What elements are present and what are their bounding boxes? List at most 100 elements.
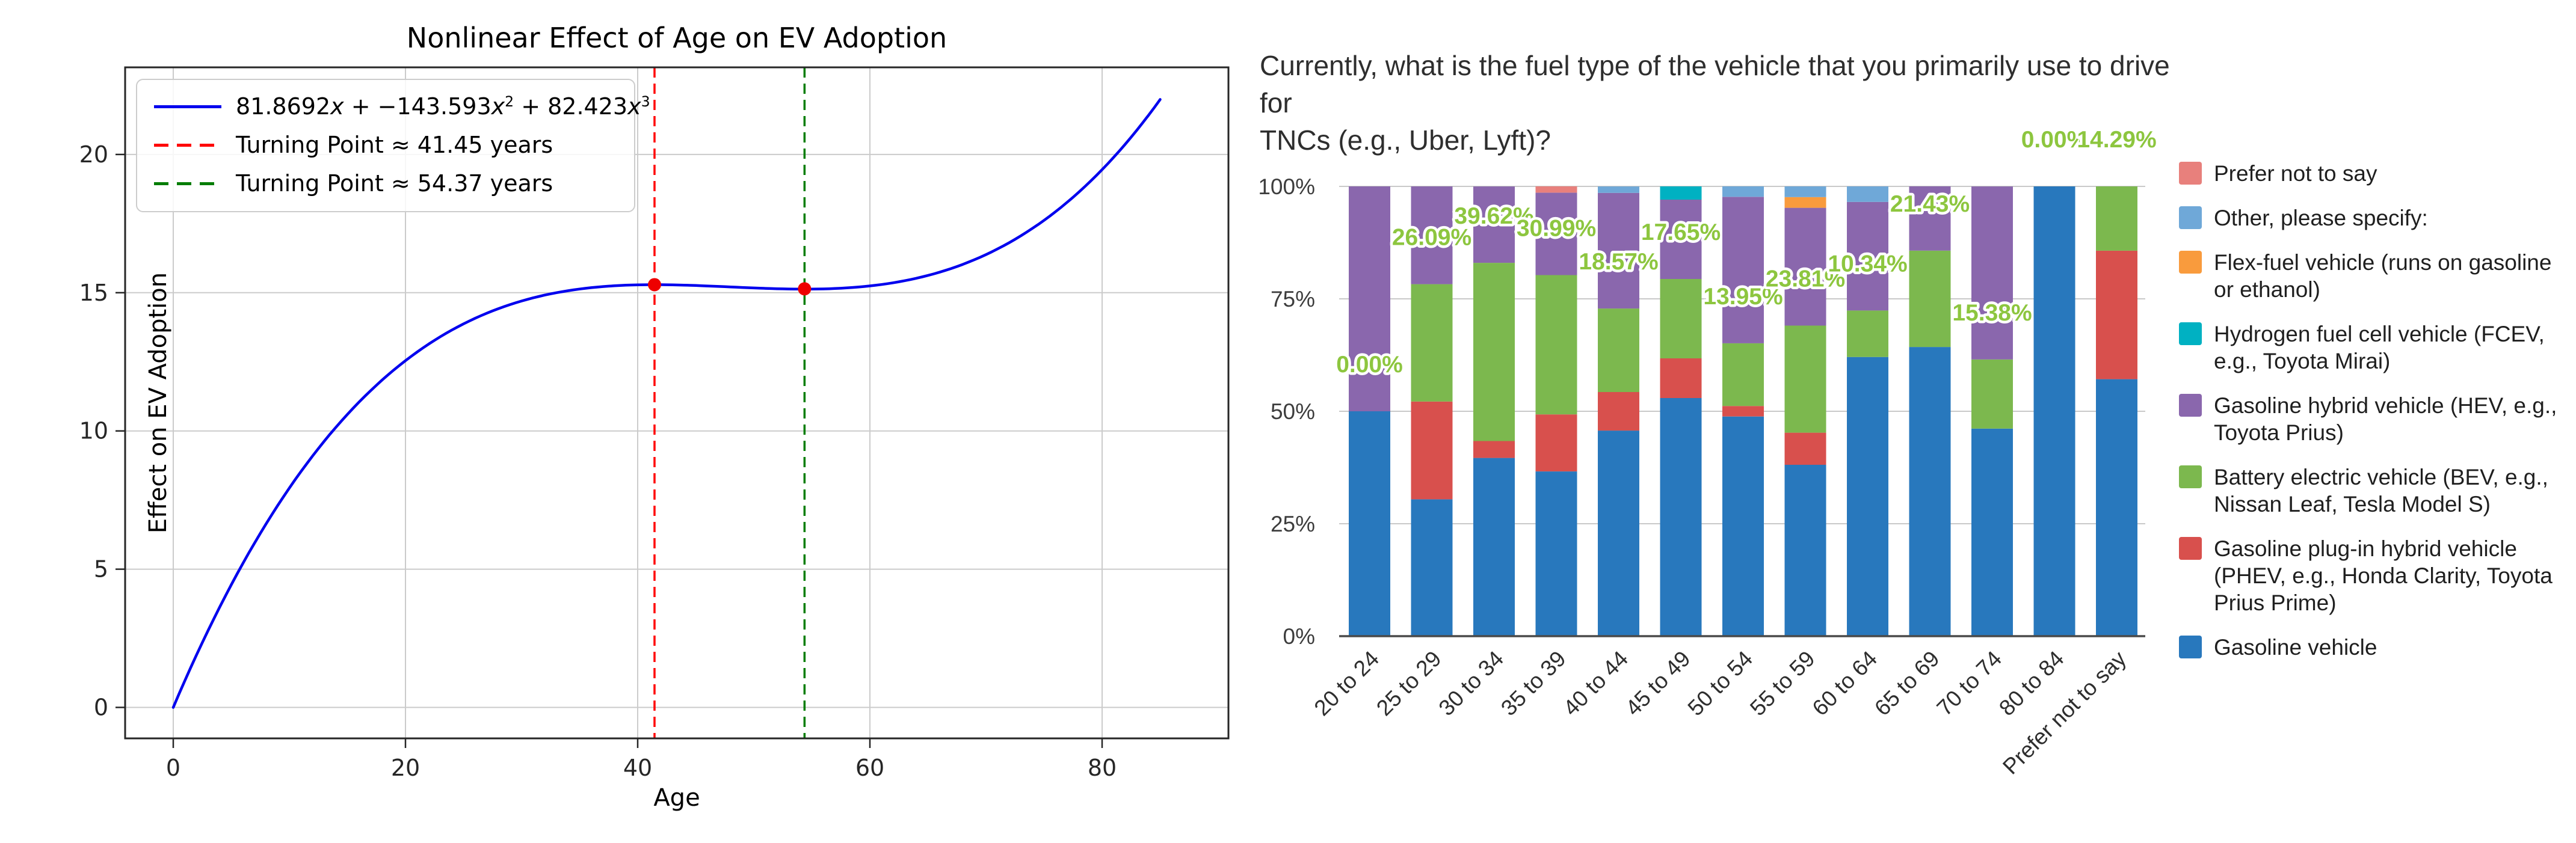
bar-segment-battery: [1722, 343, 1764, 406]
bar-segment-gasoline: [1349, 411, 1390, 636]
legend-swatch-icon: [2179, 537, 2202, 560]
bar-chart-title: Currently, what is the fuel type of the …: [1260, 47, 2174, 159]
bev-percentage-label: 10.34%: [1828, 251, 1907, 277]
legend-swatch-icon: [2179, 465, 2202, 488]
red-dashed-sample-icon: [154, 143, 221, 147]
bar-segment-battery: [1411, 284, 1453, 402]
bar-segment-hydrogen: [1660, 186, 1702, 200]
left-plot-border: [124, 66, 1230, 740]
bar-segment-gasoline: [1722, 197, 1764, 343]
bar-segment-gasoline: [1847, 201, 1888, 311]
bar-segment-gasoline: [1411, 186, 1453, 284]
bar-segment-gasoline: [1660, 358, 1702, 398]
bar-x-tick-label: 25 to 29: [1372, 646, 1446, 721]
bev-percentage-label: 13.95%: [1703, 284, 1783, 310]
bar-segment-prefer: [1535, 186, 1577, 193]
bar-chart-legend: Prefer not to say Other, please specify: F…: [2179, 160, 2570, 661]
bar-segment-gasoline: [1847, 357, 1888, 636]
green-dashed-sample-icon: [154, 182, 221, 185]
turning-point-marker-dot: [647, 278, 661, 292]
legend-swatch-icon: [2179, 162, 2202, 185]
bar-segment-gasoline: [1971, 186, 2013, 360]
turning-point-marker-dot: [798, 282, 812, 296]
legend-swatch-icon: [2179, 206, 2202, 229]
bar-segment-gasoline: [1598, 431, 1639, 636]
bar-chart-title-line1: Currently, what is the fuel type of the …: [1260, 50, 2170, 118]
bar-y-tick-label: 25%: [1271, 512, 1315, 536]
bar-legend-item: Other, please specify:: [2179, 204, 2570, 231]
bar-x-tick-label: 20 to 24: [1310, 646, 1384, 721]
bar-segment-flexfuel: [1784, 197, 1826, 208]
bar-legend-item: Flex-fuel vehicle (runs on gasoline or e…: [2179, 249, 2570, 303]
bar-y-tick-label: 75%: [1271, 287, 1315, 311]
bar-segment-gasoline: [1411, 401, 1453, 500]
bar-segment-gasoline: [1971, 428, 2013, 636]
bar-legend-item: Gasoline vehicle: [2179, 634, 2570, 661]
bar-segment-gasoline: [1909, 186, 1951, 251]
legend-item-label: Gasoline plug-in hybrid vehicle (PHEV, e…: [2214, 536, 2553, 615]
bar-y-tick-label: 50%: [1271, 399, 1315, 424]
bev-percentage-label: 30.99%: [1517, 215, 1596, 241]
legend-formula: 81.8692x + −143.593x2 + 82.423x3: [236, 93, 650, 120]
bar-segment-gasoline: [1722, 416, 1764, 636]
bar-segment-gasoline: [1473, 186, 1515, 263]
x-tick-label: 80: [1088, 755, 1117, 781]
bar-y-tick-label: 100%: [1258, 174, 1315, 199]
bar-segment-gasoline: [1535, 471, 1577, 636]
legend-item-label: Hydrogen fuel cell vehicle (FCEV, e.g., …: [2214, 322, 2545, 373]
turning-point-1-label: Turning Point ≈ 41.45 years: [236, 132, 553, 158]
legend-item-label: Battery electric vehicle (BEV, e.g., Nis…: [2214, 465, 2548, 517]
bar-segment-battery: [1909, 250, 1951, 348]
bar-segment-gasoline: [1784, 465, 1826, 636]
bar-segment-other: [1784, 186, 1826, 197]
bar-x-tick-label: 70 to 74: [1932, 646, 2007, 721]
line-chart-ylabel: Effect on EV Adoption: [144, 272, 173, 534]
bev-percentage-label: 18.57%: [1579, 249, 1658, 275]
cubic-curve-line: [171, 98, 1162, 709]
bar-segment-gasoline: [2033, 186, 2075, 636]
bev-percentage-label: 23.81%: [1766, 266, 1845, 292]
legend-swatch-icon: [2179, 636, 2202, 658]
blue-line-sample-icon: [154, 105, 221, 108]
bev-percentage-label: 26.09%: [1392, 225, 1471, 251]
bar-x-tick-label: 65 to 69: [1870, 646, 1944, 721]
bar-segment-gasoline: [1909, 347, 1951, 636]
line-chart-xlabel: Age: [653, 784, 700, 812]
legend-item-label: Gasoline hybrid vehicle (HEV, e.g., Toyo…: [2214, 393, 2557, 445]
legend-row-turning-point-2: Turning Point ≈ 54.37 years: [154, 170, 616, 197]
bar-segment-gasoline: [1784, 432, 1826, 465]
bar-chart-title-line2: TNCs (e.g., Uber, Lyft)?: [1260, 124, 1551, 156]
bar-segment-gasoline: [1598, 392, 1639, 431]
bar-segment-other: [1722, 186, 1764, 197]
bar-segment-gasoline: [1473, 441, 1515, 458]
bar-legend-item: Gasoline hybrid vehicle (HEV, e.g., Toyo…: [2179, 392, 2570, 446]
bar-segment-battery: [1598, 308, 1639, 392]
bar-segment-battery: [2096, 186, 2137, 251]
bar-x-tick-label: 60 to 64: [1808, 646, 1882, 721]
x-tick-label: 60: [855, 755, 884, 781]
bar-x-tick-label: 35 to 39: [1496, 646, 1571, 721]
y-tick-label: 5: [94, 556, 108, 583]
bar-segment-gasoline: [1660, 398, 1702, 636]
bar-segment-battery: [1784, 325, 1826, 433]
bev-percentage-label: 39.62%: [1454, 203, 1533, 229]
legend-swatch-icon: [2179, 322, 2202, 345]
legend-item-label: Other, please specify:: [2214, 206, 2428, 230]
bev-percentage-label: 15.38%: [1952, 300, 2032, 326]
bar-segment-gasoline: [1598, 192, 1639, 309]
bar-x-tick-label: 40 to 44: [1559, 646, 1633, 721]
bev-percentage-label: 0.00%: [2021, 127, 2088, 153]
bar-segment-gasoline: [1535, 192, 1577, 275]
x-tick-label: 20: [391, 755, 420, 781]
bev-percentage-label: 0.00%: [1336, 352, 1403, 378]
line-chart-title: Nonlinear Effect of Age on EV Adoption: [406, 22, 948, 54]
bar-segment-battery: [1660, 279, 1702, 358]
bar-x-tick-label: 45 to 49: [1621, 646, 1695, 721]
bar-segment-gasoline: [1535, 414, 1577, 471]
bar-segment-gasoline: [1784, 207, 1826, 326]
y-tick-label: 10: [79, 418, 108, 444]
bar-segment-gasoline: [1660, 200, 1702, 279]
legend-swatch-icon: [2179, 251, 2202, 274]
